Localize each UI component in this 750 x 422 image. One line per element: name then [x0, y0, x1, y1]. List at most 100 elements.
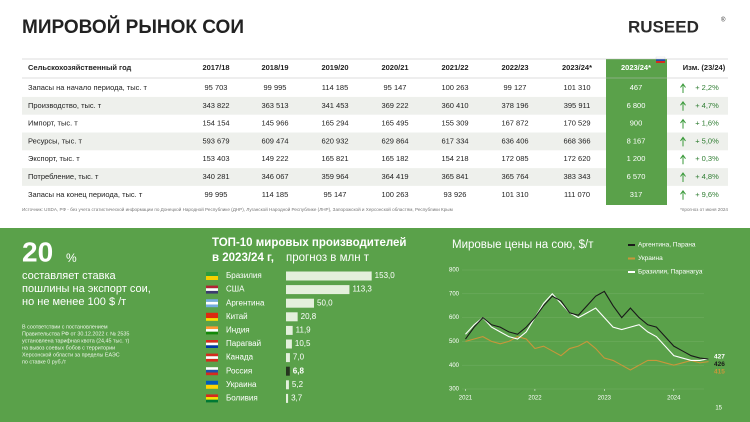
flag	[206, 399, 218, 403]
table-cell: 620 932	[321, 136, 348, 145]
table-cell: + 0,3%	[695, 154, 719, 163]
legend-label: Аргентина, Парана	[638, 242, 696, 249]
category-label: Канада	[226, 353, 254, 362]
table-cell: 172 620	[563, 154, 590, 163]
table-cell: 593 679	[202, 136, 229, 145]
highlight-column	[606, 59, 667, 205]
table-cell: 95 147	[384, 83, 407, 92]
category-label: Украина	[226, 380, 257, 389]
table-cell: 365 841	[441, 172, 468, 181]
row-label: Импорт, тыс. т	[28, 119, 78, 128]
table-cell: 111 070	[564, 190, 590, 199]
table-cell: 155 309	[441, 119, 468, 128]
flag	[206, 272, 218, 276]
category-label: Китай	[226, 312, 248, 321]
duty-unit: %	[66, 251, 77, 265]
flag	[206, 367, 218, 370]
table-cell: 93 926	[444, 190, 467, 199]
x-tick-label: 2023	[598, 396, 612, 402]
table-cell: 359 964	[321, 172, 348, 181]
table-cell: 154 154	[202, 119, 229, 128]
bar-chart-subtitle: прогноз в млн т	[286, 252, 370, 264]
duty-note: В соответствии с постановлением	[22, 324, 108, 330]
flag-header	[655, 56, 666, 63]
flag	[206, 329, 218, 332]
table-cell: 900	[630, 119, 643, 128]
category-label: США	[226, 285, 245, 294]
bar	[286, 271, 372, 281]
x-tick-label: 2022	[528, 396, 542, 402]
x-tick-label: 2024	[667, 396, 681, 402]
source-note: Источник: USDA, РФ - без учета статистич…	[22, 206, 453, 212]
bar	[286, 339, 292, 349]
value-label: 6,8	[293, 366, 305, 375]
table-cell: 99 127	[504, 83, 527, 92]
price-line	[465, 290, 709, 360]
table-cell: 383 343	[563, 172, 590, 181]
y-tick-label: 500	[449, 339, 460, 345]
table-cell: 100 263	[381, 190, 408, 199]
column-header: 2021/22	[441, 63, 468, 72]
bar-chart-title: в 2023/24 г,	[212, 252, 274, 264]
table-cell: 617 334	[441, 136, 468, 145]
table-cell: 1 200	[627, 154, 646, 163]
category-label: Аргентина	[226, 298, 265, 307]
value-label: 3,7	[291, 394, 303, 403]
flag	[206, 304, 218, 308]
duty-note: установлена тарифная квота (24,45 тыс. т…	[22, 338, 130, 344]
flag	[206, 394, 218, 398]
table-cell: 165 821	[321, 154, 348, 163]
column-header: Изм. (23/24)	[683, 63, 726, 72]
bar	[286, 285, 350, 295]
row-label: Запасы на конец периода, тыс. т	[28, 190, 143, 199]
table-cell: 317	[630, 190, 643, 199]
row-label: Производство, тыс. т	[28, 101, 102, 110]
bar	[286, 380, 289, 390]
duty-note: на вывоз соевых бобов с территории	[22, 345, 115, 351]
table-cell: 149 222	[261, 154, 288, 163]
column-header: 2023/24*	[562, 63, 592, 72]
table-cell: 467	[630, 83, 643, 92]
up-arrow	[680, 154, 686, 165]
duty-text: пошлины на экспорт сои,	[22, 283, 151, 295]
category-label: Россия	[226, 366, 252, 375]
table-cell: 99 995	[264, 83, 287, 92]
flag	[206, 340, 218, 343]
table-cell: 636 406	[501, 136, 528, 145]
duty-note: Херсонской области за пределы ЕАЭС	[22, 351, 120, 358]
y-tick-label: 400	[449, 363, 460, 369]
flag	[206, 312, 218, 316]
table-cell: + 9,6%	[695, 190, 719, 199]
flag	[206, 288, 218, 291]
table-cell: 364 419	[381, 172, 408, 181]
flag	[206, 299, 218, 302]
flag	[206, 301, 218, 305]
flag	[206, 384, 218, 389]
up-arrow	[680, 136, 686, 147]
table-cell: 100 263	[441, 83, 468, 92]
y-tick-label: 800	[449, 268, 460, 274]
table-cell: 101 310	[563, 83, 590, 92]
flag	[206, 372, 218, 376]
table-cell: 114 185	[262, 190, 289, 199]
table-cell: 343 822	[202, 101, 229, 110]
flag	[206, 318, 218, 321]
table-cell: 340 281	[202, 172, 229, 181]
flag	[206, 397, 218, 400]
flag	[206, 276, 218, 280]
end-label: 426	[714, 361, 725, 368]
end-label: 427	[714, 353, 725, 360]
bar	[286, 325, 293, 335]
row-label: Запасы на начало периода, тыс. т	[28, 83, 148, 92]
flag	[206, 356, 218, 359]
table-cell: 145 966	[261, 119, 288, 128]
table-cell: 668 366	[563, 136, 590, 145]
logo-mark: ®	[721, 17, 726, 24]
table-cell: 363 513	[261, 101, 288, 110]
column-header: Сельскохозяйственный год	[28, 63, 132, 72]
up-arrow	[680, 83, 686, 93]
duty-note: Правительства РФ от 30.12.2022 г. № 2535	[22, 331, 129, 337]
row-label: Ресурсы, тыс. т	[28, 136, 82, 145]
flag	[206, 315, 218, 319]
